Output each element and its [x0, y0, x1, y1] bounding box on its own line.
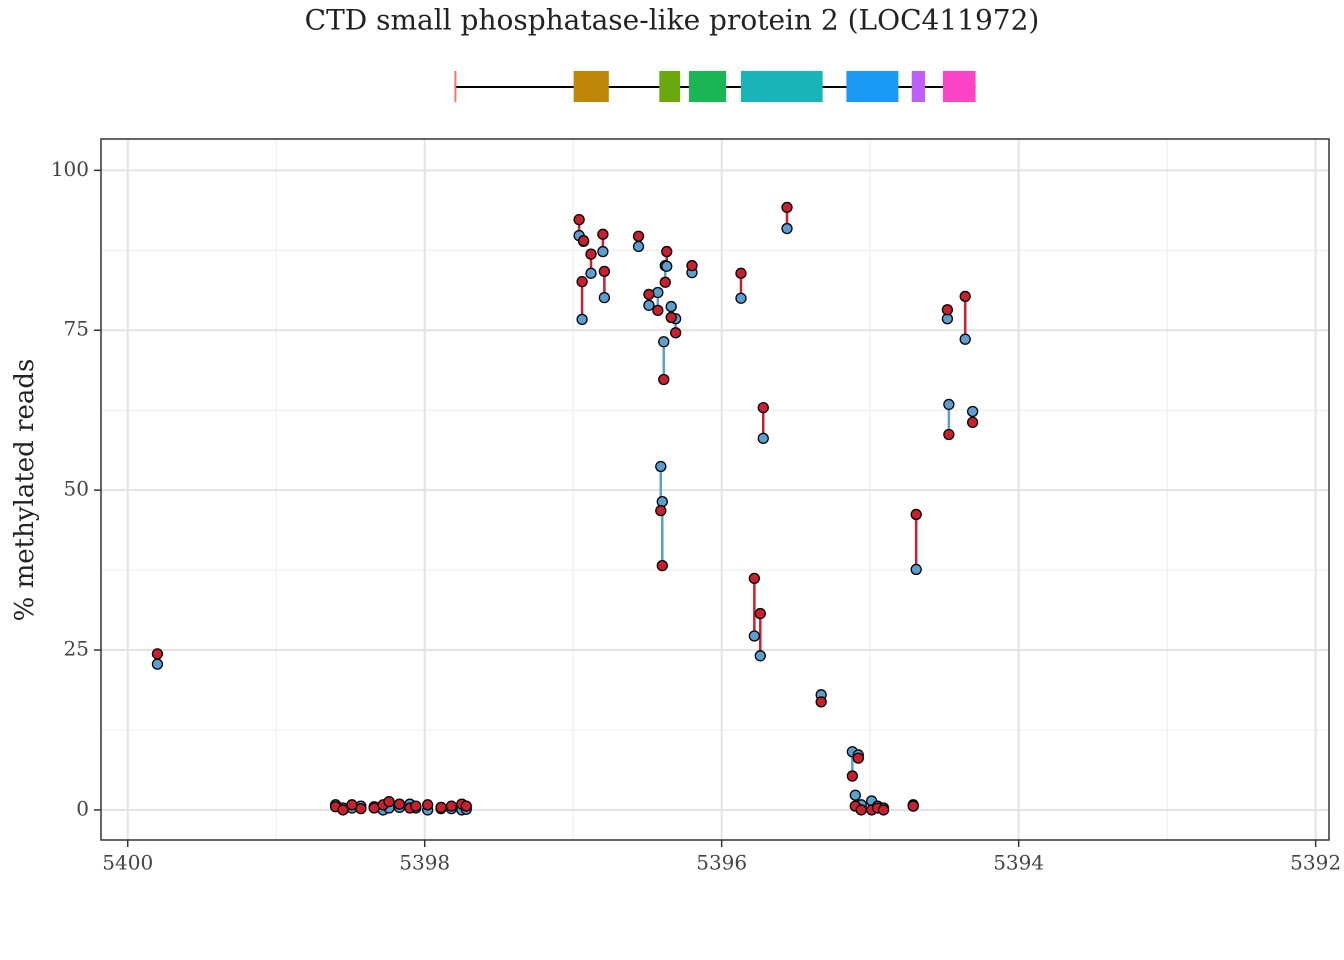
- point: [907, 800, 919, 812]
- point: [781, 201, 793, 214]
- exon: [846, 71, 899, 102]
- point: [670, 327, 682, 339]
- x-tick-label: 5392: [1290, 851, 1341, 875]
- point: [754, 607, 766, 620]
- point: [877, 804, 890, 816]
- y-tick-label: 75: [64, 317, 89, 341]
- point: [943, 398, 955, 411]
- point: [966, 405, 979, 418]
- point: [460, 800, 472, 812]
- point: [661, 260, 673, 272]
- point: [852, 752, 864, 764]
- point: [855, 804, 867, 816]
- y-tick-label: 0: [76, 796, 89, 820]
- point: [643, 288, 655, 301]
- point: [656, 559, 668, 572]
- point: [151, 648, 164, 660]
- panel-border: [100, 138, 1330, 841]
- point: [910, 563, 922, 576]
- point: [151, 658, 164, 670]
- point: [665, 300, 677, 313]
- point: [735, 292, 747, 304]
- point: [655, 460, 667, 473]
- y-tick-label: 50: [64, 477, 89, 501]
- point: [659, 276, 671, 288]
- point: [632, 230, 645, 242]
- point: [585, 267, 597, 279]
- point: [655, 504, 667, 517]
- point: [598, 291, 611, 304]
- point: [585, 248, 597, 260]
- point: [573, 213, 585, 226]
- point: [598, 265, 611, 278]
- point: [393, 798, 406, 810]
- point: [383, 795, 395, 808]
- point: [910, 508, 922, 521]
- exon: [454, 71, 457, 102]
- x-tick-label: 5400: [102, 851, 153, 875]
- point: [959, 290, 971, 302]
- point: [576, 313, 588, 326]
- y-tick-label: 25: [64, 637, 89, 661]
- point: [849, 789, 861, 801]
- point: [577, 235, 590, 247]
- chart-title: CTD small phosphatase-like protein 2 (LO…: [305, 4, 1040, 37]
- y-axis-label: % methylated reads: [10, 359, 40, 622]
- point: [410, 800, 422, 812]
- point: [754, 650, 766, 662]
- exon: [689, 71, 727, 102]
- point: [757, 401, 769, 414]
- point: [781, 222, 793, 235]
- point: [941, 304, 954, 316]
- point: [966, 416, 979, 428]
- exon: [911, 71, 926, 102]
- point: [355, 803, 367, 815]
- point: [597, 245, 609, 258]
- exon: [740, 71, 823, 102]
- point: [735, 267, 747, 279]
- exon: [659, 71, 681, 102]
- point: [422, 799, 434, 811]
- x-tick-label: 5396: [696, 851, 747, 875]
- point: [658, 336, 670, 348]
- point: [435, 801, 447, 814]
- exon: [573, 71, 609, 102]
- point: [661, 245, 673, 258]
- point: [652, 304, 664, 317]
- point: [846, 770, 859, 782]
- point: [658, 373, 670, 386]
- x-tick-label: 5394: [993, 851, 1044, 875]
- point: [665, 311, 677, 324]
- point: [748, 572, 760, 585]
- point: [757, 432, 769, 444]
- point: [959, 333, 971, 345]
- point: [686, 259, 698, 272]
- point: [643, 299, 655, 311]
- point: [576, 275, 588, 288]
- point: [748, 630, 760, 642]
- point: [337, 804, 349, 816]
- point: [656, 496, 668, 508]
- x-tick-label: 5398: [399, 851, 450, 875]
- point: [943, 428, 955, 441]
- point: [815, 696, 827, 708]
- point: [597, 228, 609, 240]
- point: [445, 800, 458, 812]
- point: [632, 240, 645, 253]
- y-tick-label: 100: [51, 157, 89, 181]
- exon: [942, 71, 976, 102]
